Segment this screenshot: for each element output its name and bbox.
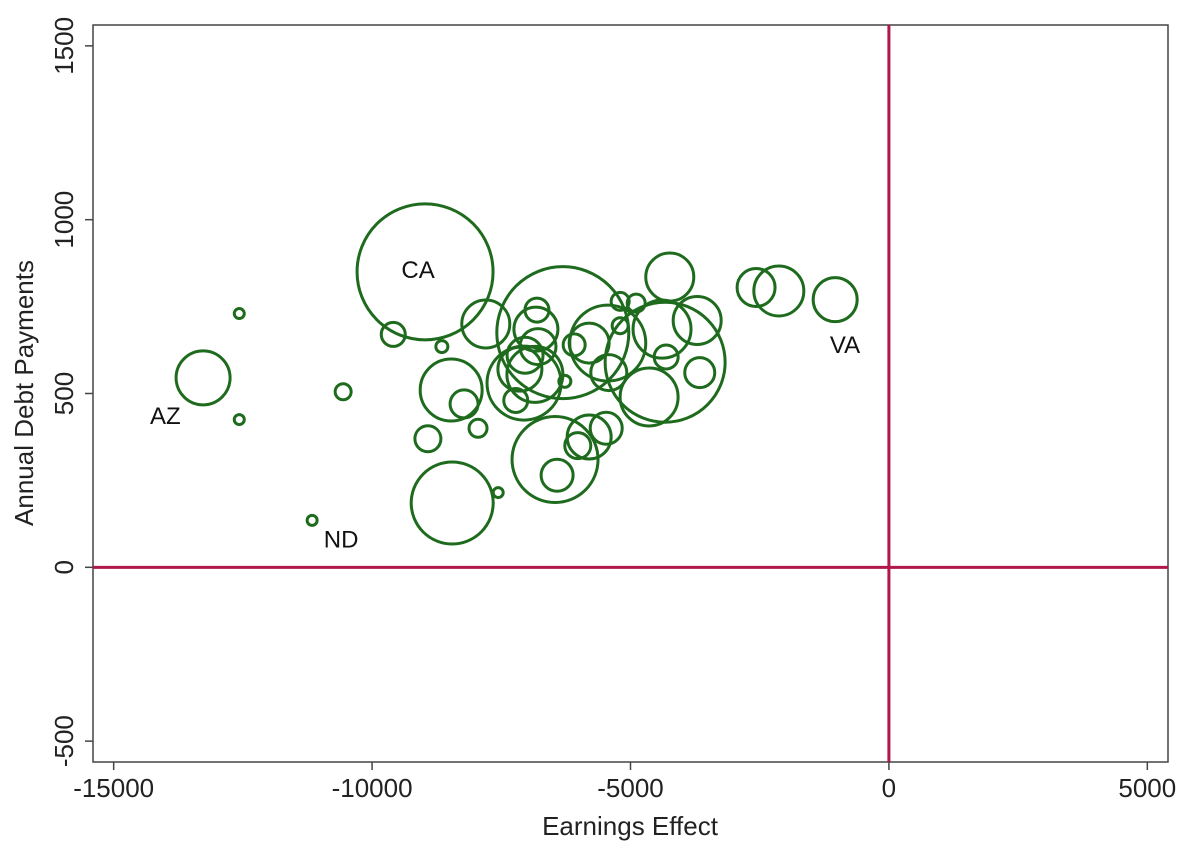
y-tick-label: 500 — [49, 372, 79, 415]
y-tick-label: 1500 — [49, 17, 79, 75]
bubble — [625, 292, 647, 314]
bubble — [495, 265, 631, 401]
y-tick-label: 1000 — [49, 191, 79, 249]
y-tick-label: 0 — [49, 560, 79, 574]
bubble — [589, 353, 629, 393]
bubble — [232, 413, 246, 427]
bubble — [434, 339, 450, 355]
bubble — [409, 460, 495, 546]
bubble — [379, 320, 407, 348]
bubble — [588, 410, 624, 446]
y-axis-label: Annual Debt Payments — [9, 260, 39, 526]
bubble — [561, 332, 587, 358]
bubble — [333, 382, 353, 402]
bubble — [565, 413, 613, 461]
bubble — [539, 457, 575, 493]
bubble — [563, 431, 593, 461]
bubble — [557, 373, 573, 389]
x-tick-label: 5000 — [1118, 773, 1176, 803]
plot-frame — [92, 24, 1169, 763]
bubble — [232, 307, 246, 321]
bubble — [510, 415, 600, 505]
bubble — [610, 316, 630, 336]
x-tick-label: -5000 — [597, 773, 664, 803]
annotation: AZ — [150, 403, 181, 430]
bubble — [609, 290, 631, 312]
annotation: ND — [324, 527, 359, 554]
bubble — [735, 266, 777, 308]
x-tick-label: -10000 — [332, 773, 413, 803]
bubble — [652, 343, 680, 371]
bubble — [512, 305, 560, 353]
bubble — [491, 486, 505, 500]
bubble — [671, 294, 723, 346]
bubble — [355, 202, 495, 342]
x-tick-label: -15000 — [73, 773, 154, 803]
bubble — [683, 356, 717, 390]
bubble — [418, 357, 484, 423]
bubble — [413, 424, 443, 454]
x-tick-label: 0 — [882, 773, 896, 803]
bubble — [811, 276, 859, 324]
annotation: VA — [830, 332, 860, 359]
bubble — [305, 513, 319, 527]
y-tick-label: -500 — [49, 715, 79, 767]
bubble — [505, 335, 545, 375]
bubble — [174, 349, 232, 407]
bubble — [603, 300, 727, 424]
bubble — [644, 251, 696, 303]
bubble — [618, 366, 680, 428]
bubble — [460, 298, 512, 350]
bubble — [752, 264, 806, 318]
bubble — [448, 388, 480, 420]
bubble — [518, 327, 558, 367]
bubble — [467, 417, 489, 439]
x-axis-label: Earnings Effect — [542, 811, 719, 841]
annotation: CA — [401, 257, 434, 284]
